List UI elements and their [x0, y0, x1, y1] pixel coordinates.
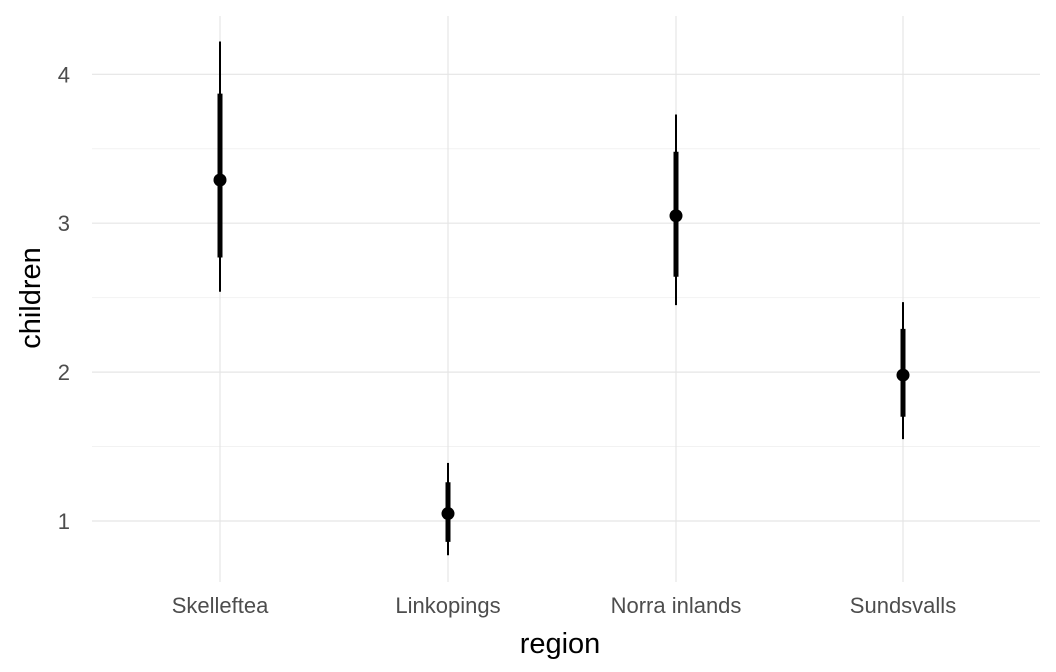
- labels-layer: 1 2 3 4 Skelleftea Linkopings Norra inlands Sun…: [58, 62, 956, 618]
- y-tick-label: 1: [58, 509, 70, 534]
- point-estimate: [441, 507, 455, 521]
- y-tick-label: 2: [58, 360, 70, 385]
- x-tick-label: Norra inlands: [611, 593, 742, 618]
- y-tick-label: 3: [58, 211, 70, 236]
- marks-layer: [213, 41, 910, 556]
- grid-layer: [92, 16, 1040, 582]
- x-axis-title: region: [520, 628, 601, 660]
- x-tick-label: Linkopings: [395, 593, 500, 618]
- x-tick-label: Skelleftea: [172, 593, 269, 618]
- point-estimate: [669, 209, 683, 223]
- y-axis-title: children: [15, 247, 47, 349]
- y-tick-label: 4: [58, 62, 70, 87]
- point-estimate: [213, 173, 227, 187]
- x-tick-label: Sundsvalls: [850, 593, 956, 618]
- point-estimate: [896, 368, 910, 382]
